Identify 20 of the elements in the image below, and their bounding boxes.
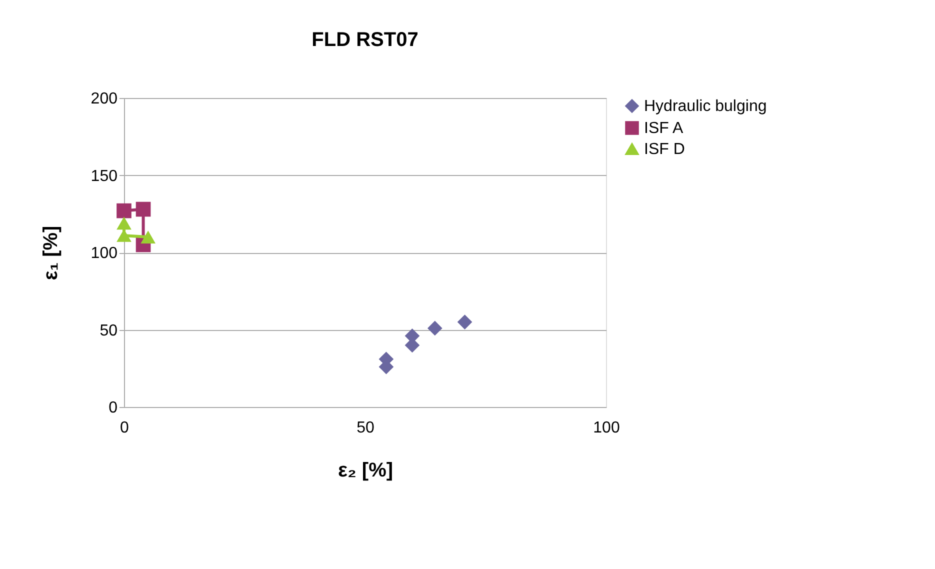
x-tick-label: 100	[593, 420, 620, 436]
point	[116, 203, 132, 218]
legend-label: ISF D	[644, 141, 685, 158]
chart-title: FLD RST07	[312, 29, 418, 51]
y-tick-label: 0	[108, 400, 118, 416]
x-tick-label: 50	[356, 420, 374, 436]
y-tick-label: 50	[100, 322, 118, 340]
point	[427, 320, 442, 336]
x-axis-title: ε₂ [%]	[338, 460, 394, 482]
y-tick-label: 150	[90, 168, 118, 185]
y-tick-label: 100	[90, 245, 118, 262]
x-tick-label: 0	[120, 420, 130, 436]
y-tick-label: 200	[90, 90, 118, 108]
y-axis-title: ε₁ [%]	[40, 226, 62, 280]
point	[116, 216, 132, 230]
legend-label: Hydraulic bulging	[644, 98, 767, 115]
legend-label: ISF A	[644, 120, 684, 137]
point	[457, 314, 472, 330]
point	[140, 230, 156, 244]
point	[136, 202, 151, 217]
